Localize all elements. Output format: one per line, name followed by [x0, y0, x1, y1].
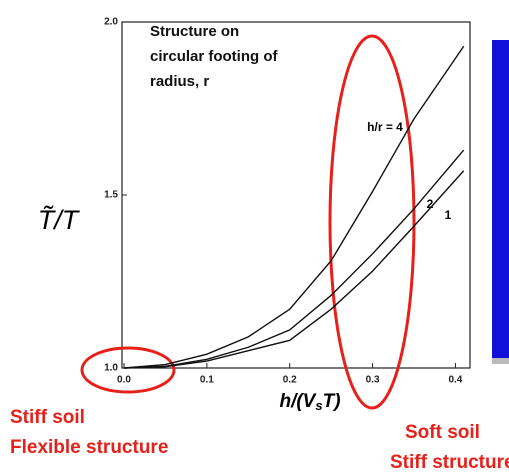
curve-label: h/r = 4 [367, 120, 403, 134]
highlight-ellipse [328, 34, 416, 410]
x-label-sub: s [315, 398, 322, 413]
blue-panel [492, 40, 509, 358]
annotation: radius, r [150, 73, 209, 90]
x-tick-label: 0.0 [117, 375, 131, 386]
note: Stiff soil [10, 407, 85, 428]
y-tick-label: 1.5 [104, 190, 118, 201]
annotation: Structure on [150, 23, 239, 40]
x-tick-label: 0.1 [200, 375, 214, 386]
highlight-ellipse [80, 346, 176, 394]
note: Soft soil [405, 422, 480, 443]
x-tick-label: 0.3 [366, 375, 380, 386]
note: Stiff structure [390, 452, 509, 473]
curve-label: 2 [427, 197, 434, 211]
note: Flexible structure [10, 437, 168, 458]
y-tick-label: 1.0 [104, 363, 118, 374]
curve [123, 45, 465, 369]
x-label-part: T) [323, 391, 341, 412]
panel-shadow [492, 358, 509, 364]
curve-label: 1 [445, 208, 452, 222]
annotation: circular footing of [150, 48, 279, 65]
x-axis-label: h/(VsT) [279, 391, 340, 413]
y-tick-label: 2.0 [104, 17, 118, 28]
x-tick-label: 0.2 [283, 375, 297, 386]
x-tick-label: 0.4 [448, 375, 462, 386]
curve [123, 170, 465, 369]
curve [123, 149, 465, 369]
y-axis-label: T̃/T [38, 204, 81, 235]
x-label-part: h/(V [279, 391, 316, 412]
